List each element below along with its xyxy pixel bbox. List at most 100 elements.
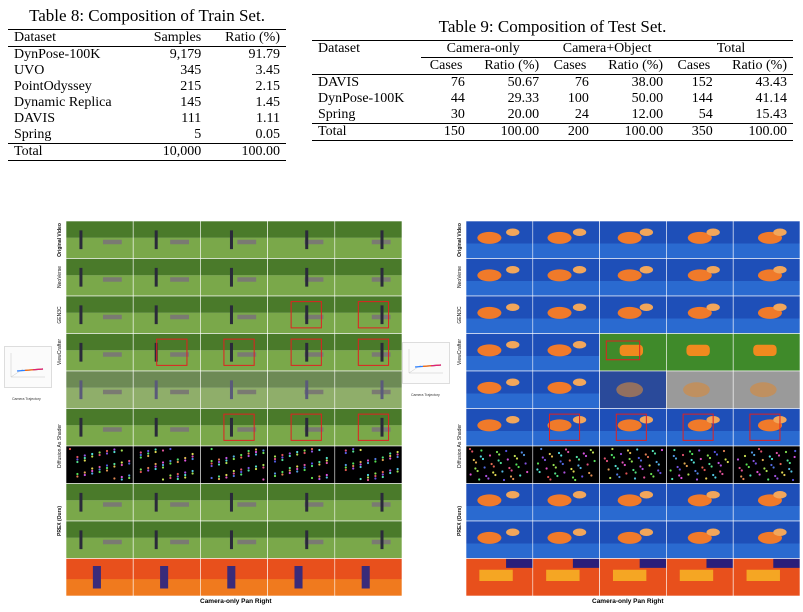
table-cell: 152: [691, 75, 713, 90]
video-frame: [732, 258, 800, 297]
t9-sub-cases: Cases: [545, 57, 595, 75]
table-cell: 345: [180, 63, 202, 78]
table-9-group-header-row: Dataset Camera-only Camera+Object Total: [312, 40, 793, 58]
table-cell: Spring: [14, 127, 52, 142]
video-frame: [732, 445, 800, 484]
video-frame: [666, 370, 734, 409]
video-frame: [200, 408, 268, 447]
video-frame: [532, 333, 600, 372]
video-frame: [66, 333, 134, 372]
table-cell: 54: [698, 107, 713, 122]
table-cell: 41.14: [755, 91, 788, 106]
video-frame: [732, 483, 800, 522]
camera-trajectory-plot-left: [4, 346, 52, 388]
t9-total-cell: 350: [691, 124, 713, 139]
table-cell: 2.15: [255, 79, 281, 94]
video-frame: [532, 295, 600, 334]
table-row: DynPose-100K 44 29.33 100 50.00 144 41.14: [312, 91, 793, 107]
video-frame: [532, 445, 600, 484]
video-frame: [466, 558, 534, 596]
video-frame: [66, 370, 134, 409]
t9-group-total: Total: [716, 41, 746, 56]
table-9-sub-header-row: Cases Ratio (%) Cases Ratio (%) Cases Ra…: [312, 57, 793, 75]
table-row: UVO 345 3.45: [8, 63, 286, 79]
camera-trajectory-label-right: Camera Trajectory: [411, 393, 440, 397]
comparison-grid-left: [66, 221, 402, 596]
video-frame: [666, 258, 734, 297]
video-frame: [466, 333, 534, 372]
video-frame: [267, 333, 336, 372]
video-frame: [66, 445, 134, 484]
t8-header-samples: Samples: [153, 30, 202, 45]
table-cell: 215: [180, 79, 202, 94]
table-cell: 111: [181, 111, 202, 126]
table-cell: 15.43: [755, 107, 788, 122]
t9-sub-ratio: Ratio (%): [718, 57, 793, 75]
video-frame: [599, 221, 667, 259]
video-frame: [599, 483, 667, 522]
video-frame: [267, 370, 336, 409]
video-frame: [466, 520, 534, 559]
video-frame: [132, 221, 201, 259]
video-frame: [66, 408, 134, 447]
video-frame: [267, 520, 336, 559]
video-frame: [599, 445, 667, 484]
video-frame: [200, 370, 268, 409]
video-frame: [334, 483, 402, 522]
t9-total-label: Total: [318, 124, 347, 139]
table-cell: 12.00: [631, 107, 664, 122]
video-frame: [66, 295, 134, 334]
video-frame: [732, 295, 800, 334]
video-frame: [66, 558, 134, 596]
video-frame: [732, 333, 800, 372]
table-cell: DynPose-100K: [14, 47, 101, 62]
camera-trajectory-plot-right: [402, 342, 450, 384]
table-9-caption: Table 9: Composition of Test Set.: [438, 17, 667, 36]
video-frame: [200, 558, 268, 596]
t9-group-camera-only: Camera-only: [446, 41, 520, 56]
table-row: Spring 30 20.00 24 12.00 54 15.43: [312, 107, 793, 124]
table-cell: 144: [691, 91, 713, 106]
video-frame: [532, 221, 600, 259]
video-frame: [599, 258, 667, 297]
video-frame: [466, 221, 534, 259]
video-frame: [132, 258, 201, 297]
table-cell: 30: [450, 107, 465, 122]
video-frame: [267, 558, 336, 596]
figure-left-caption: Camera-only Pan Right: [200, 598, 272, 605]
table-cell: 50.00: [631, 91, 664, 106]
table-cell: DAVIS: [318, 75, 359, 90]
video-frame: [66, 221, 134, 259]
table-cell: 43.43: [755, 75, 788, 90]
video-frame: [599, 408, 667, 447]
t9-header-dataset: Dataset: [318, 41, 360, 57]
video-frame: [732, 520, 800, 559]
video-frame: [532, 408, 600, 447]
video-frame: [666, 333, 734, 372]
video-frame: [267, 221, 336, 259]
table-cell: 20.00: [507, 107, 540, 122]
t9-group-camera-object: Camera+Object: [562, 41, 652, 56]
table-cell: 44: [450, 91, 465, 106]
video-frame: [132, 558, 201, 596]
table-row: Dynamic Replica 145 1.45: [8, 95, 286, 111]
video-frame: [466, 445, 534, 484]
video-frame: [599, 370, 667, 409]
t9-total-cell: 100.00: [500, 124, 540, 139]
table-cell: 24: [574, 107, 589, 122]
table-cell: 91.79: [248, 47, 281, 62]
video-frame: [267, 295, 336, 334]
camera-trajectory-icon: [10, 353, 45, 378]
figure-right-panel: Camera Trajectory Original Video NeoVerse…: [400, 218, 803, 612]
t8-total-samples: 10,000: [162, 144, 202, 159]
table-row: DynPose-100K 9,179 91.79: [8, 46, 286, 64]
video-frame: [132, 295, 201, 334]
video-frame: [200, 445, 268, 484]
video-frame: [200, 258, 268, 297]
table-cell: 38.00: [631, 75, 664, 90]
figure-left-panel: Camera Trajectory Original Video NeoVerse…: [0, 218, 405, 612]
video-frame: [666, 408, 734, 447]
row-label: ViewCrafter: [457, 339, 463, 366]
table-cell: UVO: [14, 63, 45, 78]
t9-total-cell: 100.00: [748, 124, 788, 139]
